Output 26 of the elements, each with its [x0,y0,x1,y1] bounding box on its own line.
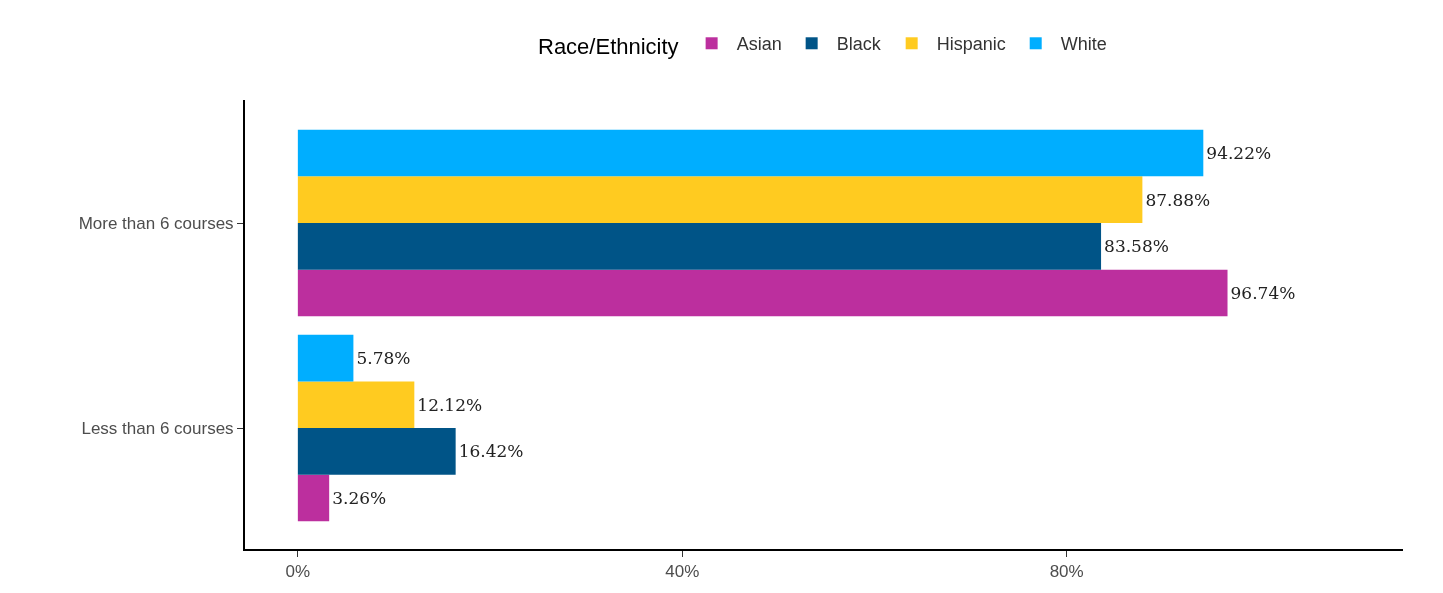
data-label: 16.42% [458,441,524,462]
data-label: 94.22% [1206,143,1272,164]
data-label: 87.88% [1145,189,1211,210]
y-tick-label: Less than 6 courses [81,418,234,438]
legend-title: Race/Ethnicity [538,33,679,59]
x-tick-label: 40% [665,562,700,582]
bar [297,129,1204,177]
bar [297,269,1228,317]
bar [297,474,330,522]
y-tick-label: More than 6 courses [78,213,234,233]
legend-label: Hispanic [936,34,1006,55]
bar [297,176,1143,224]
legend-label: Black [836,34,882,55]
x-tick-label: 0% [285,562,311,582]
bar [297,334,354,382]
bar [297,428,456,475]
legend-label: White [1060,34,1107,55]
legend-label: Asian [736,34,782,55]
data-label: 5.78% [356,348,411,369]
data-label: 3.26% [332,488,387,508]
data-label: 12.12% [417,394,483,415]
x-tick-label: 80% [1049,562,1084,582]
data-label: 96.74% [1230,282,1296,303]
bar [297,223,1102,270]
data-label: 83.58% [1104,236,1169,257]
bar [297,381,415,429]
